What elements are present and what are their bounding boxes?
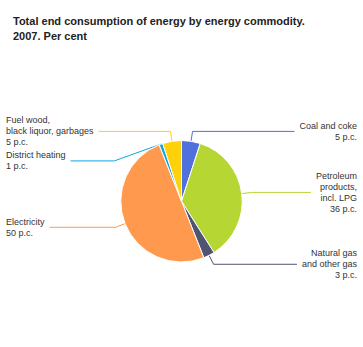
svg-text:Coal and coke: Coal and coke bbox=[299, 121, 357, 131]
svg-text:36 p.c.: 36 p.c. bbox=[330, 204, 357, 214]
svg-text:Natural gas: Natural gas bbox=[311, 248, 358, 258]
svg-text:incl. LPG: incl. LPG bbox=[320, 193, 357, 203]
svg-text:Electricity: Electricity bbox=[6, 217, 45, 227]
svg-text:3 p.c.: 3 p.c. bbox=[335, 270, 357, 280]
svg-text:2007. Per cent: 2007. Per cent bbox=[13, 30, 87, 42]
svg-text:Fuel wood,: Fuel wood, bbox=[6, 115, 50, 125]
svg-text:black liquor, garbages: black liquor, garbages bbox=[6, 126, 94, 136]
svg-text:1 p.c.: 1 p.c. bbox=[6, 161, 28, 171]
svg-text:Petroleum: Petroleum bbox=[316, 171, 357, 181]
svg-text:5 p.c.: 5 p.c. bbox=[6, 137, 28, 147]
svg-text:products,: products, bbox=[320, 182, 357, 192]
svg-text:and other gas: and other gas bbox=[302, 259, 358, 269]
svg-text:District heating: District heating bbox=[6, 150, 66, 160]
svg-text:Total end consumption of energ: Total end consumption of energy by energ… bbox=[13, 15, 305, 27]
svg-text:50 p.c.: 50 p.c. bbox=[6, 228, 33, 238]
svg-text:5 p.c.: 5 p.c. bbox=[335, 132, 357, 142]
